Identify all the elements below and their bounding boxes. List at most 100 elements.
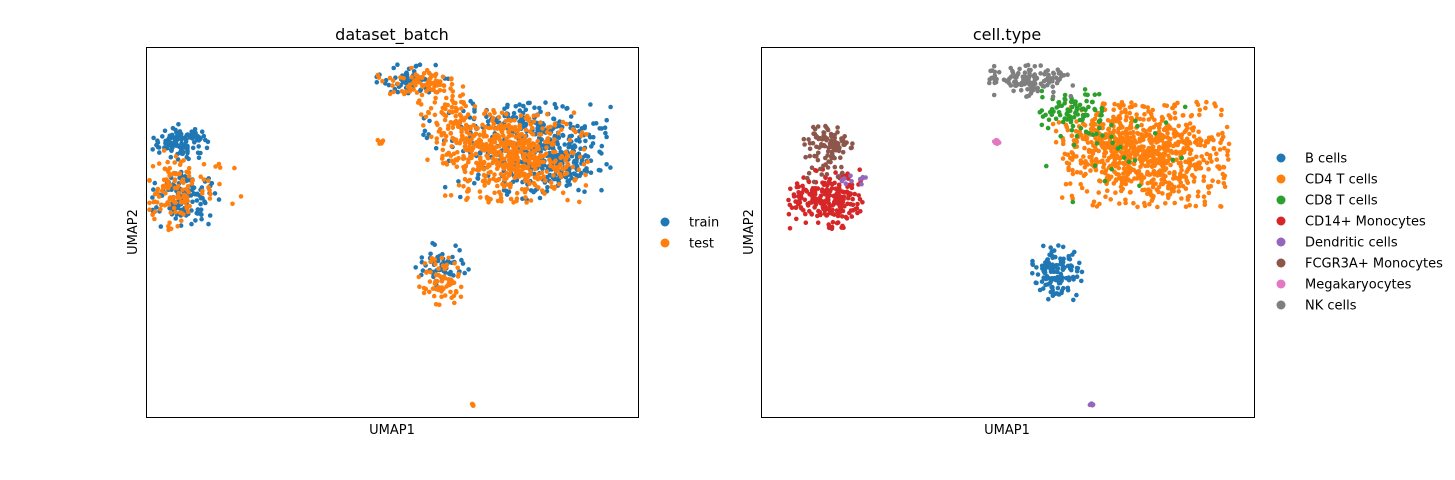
point-test [417, 80, 422, 85]
point-test [423, 114, 429, 120]
point-cd4-t-cells [1098, 159, 1103, 165]
point-cd4-t-cells [1116, 165, 1122, 171]
point-cd14-monocytes [844, 216, 850, 221]
point-b-cells [1069, 267, 1074, 273]
point-b-cells [1048, 245, 1053, 250]
point-test [451, 160, 457, 166]
point-test [492, 152, 498, 157]
point-test [459, 106, 464, 111]
point-b-cells [1046, 296, 1051, 302]
point-test [549, 140, 555, 146]
point-test [458, 284, 464, 290]
legend-label-dendritic-cells: Dendritic cells [1305, 236, 1398, 251]
point-cd4-t-cells [1117, 103, 1122, 109]
point-test [499, 110, 505, 116]
point-cd8-t-cells [1070, 99, 1075, 104]
point-cd14-monocytes [805, 201, 810, 207]
point-test [448, 86, 453, 91]
point-cd8-t-cells [1137, 183, 1142, 189]
point-test [408, 87, 413, 93]
point-train [569, 133, 574, 139]
point-test [540, 126, 545, 131]
point-test [421, 71, 427, 76]
point-train [552, 101, 558, 107]
point-cd4-t-cells [1112, 101, 1117, 107]
point-train [198, 195, 204, 201]
point-test [445, 102, 451, 108]
point-b-cells [1062, 265, 1067, 271]
legend-cell-type: B cells CD4 T cells CD8 T cells CD14+ Monoc… [1276, 152, 1443, 314]
point-test [455, 274, 461, 279]
point-train [568, 114, 574, 119]
point-cd4-t-cells [1101, 122, 1106, 127]
point-cd14-monocytes [835, 213, 841, 219]
point-cd8-t-cells [1056, 100, 1061, 105]
point-test [485, 155, 491, 161]
point-cd4-t-cells [1141, 127, 1146, 133]
point-cd14-monocytes [829, 211, 834, 216]
point-cd8-t-cells [1115, 146, 1121, 151]
point-test [522, 172, 527, 178]
point-cd4-t-cells [1121, 103, 1126, 108]
point-cd4-t-cells [1224, 124, 1230, 130]
point-test [428, 269, 433, 275]
point-b-cells [1055, 269, 1060, 275]
point-test [449, 77, 454, 82]
point-cd4-t-cells [1218, 140, 1223, 145]
point-cd4-t-cells [1219, 107, 1224, 113]
point-test [187, 203, 192, 209]
point-test [516, 142, 521, 147]
point-test [439, 132, 445, 138]
point-fcgr3a-monocytes [817, 135, 823, 141]
point-b-cells [1066, 275, 1072, 280]
point-test [481, 128, 487, 134]
point-test [538, 175, 543, 181]
point-fcgr3a-monocytes [828, 143, 833, 148]
point-train [427, 118, 432, 124]
point-cd4-t-cells [1176, 189, 1181, 194]
point-test [502, 163, 507, 169]
point-cd4-t-cells [1190, 172, 1195, 178]
point-train [448, 272, 453, 277]
point-cd14-monocytes [826, 225, 832, 231]
point-test [497, 160, 502, 166]
point-test [543, 151, 549, 156]
point-cd14-monocytes [799, 206, 804, 211]
point-test [423, 82, 429, 88]
point-test [448, 193, 454, 198]
point-train [560, 133, 566, 138]
point-cd4-t-cells [1167, 192, 1173, 197]
point-train [578, 146, 583, 151]
point-nk-cells [1031, 74, 1036, 79]
point-cd14-monocytes [835, 220, 841, 225]
point-cd4-t-cells [1196, 129, 1201, 135]
point-train [188, 135, 193, 140]
point-cd4-t-cells [1184, 136, 1190, 142]
point-cd4-t-cells [1204, 160, 1210, 166]
point-train [420, 268, 426, 273]
point-test [481, 145, 487, 151]
point-test [454, 157, 460, 163]
point-train [523, 121, 529, 127]
point-train [599, 187, 604, 193]
point-test [442, 112, 447, 118]
point-test [528, 122, 533, 127]
point-cd4-t-cells [1105, 118, 1111, 123]
point-test [198, 174, 203, 179]
point-cd14-monocytes [816, 197, 822, 202]
series-fcgr3a-monocytes [801, 123, 855, 185]
point-cd4-t-cells [1113, 178, 1119, 183]
point-cd4-t-cells [1149, 140, 1154, 146]
point-cd4-t-cells [1102, 151, 1107, 156]
point-cd8-t-cells [1152, 131, 1158, 136]
point-cd4-t-cells [1070, 171, 1076, 177]
point-cd8-t-cells [1056, 103, 1062, 109]
point-train [582, 189, 587, 194]
point-cd4-t-cells [1147, 137, 1153, 142]
point-test [535, 172, 541, 177]
point-train [151, 135, 156, 141]
point-cd8-t-cells [1049, 107, 1055, 112]
point-train [608, 165, 613, 170]
point-test [172, 177, 178, 182]
point-test [173, 154, 179, 159]
